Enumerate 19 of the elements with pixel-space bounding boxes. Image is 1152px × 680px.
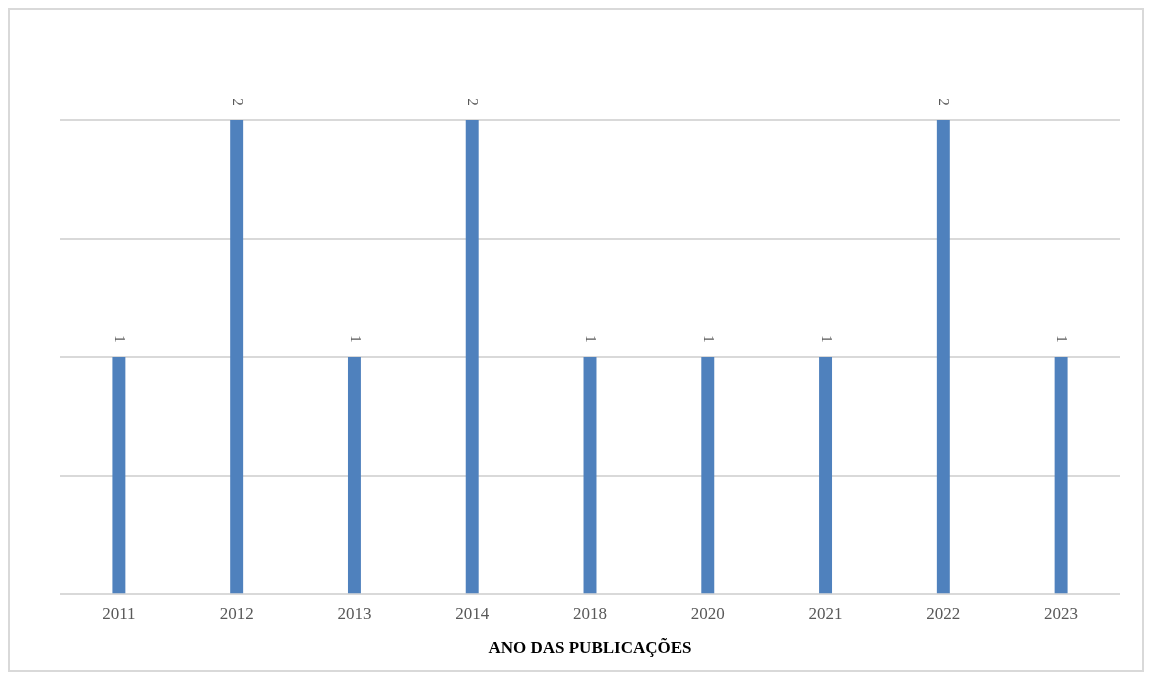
x-tick-label: 2023 — [1044, 603, 1079, 623]
data-label: 2 — [465, 98, 482, 106]
data-label: 1 — [700, 335, 717, 343]
x-tick-label: 2013 — [337, 603, 372, 623]
x-tick-label: 2020 — [690, 603, 725, 623]
data-label: 1 — [583, 335, 600, 343]
x-tick-label: 2012 — [219, 603, 254, 623]
data-label: 2 — [936, 98, 953, 106]
data-label: 2 — [229, 98, 246, 106]
data-label: 1 — [111, 335, 128, 343]
x-tick-label: 2014 — [455, 603, 490, 623]
data-label: 1 — [1054, 335, 1071, 343]
x-tick-label: 2018 — [573, 603, 607, 623]
x-tick-label: 2022 — [926, 603, 961, 623]
x-tick-label: 2011 — [102, 603, 136, 623]
data-label: 1 — [347, 335, 364, 343]
x-axis-title: ANO DAS PUBLICAÇÕES — [488, 637, 692, 658]
x-tick-label: 2021 — [808, 603, 843, 623]
data-label: 1 — [818, 335, 835, 343]
